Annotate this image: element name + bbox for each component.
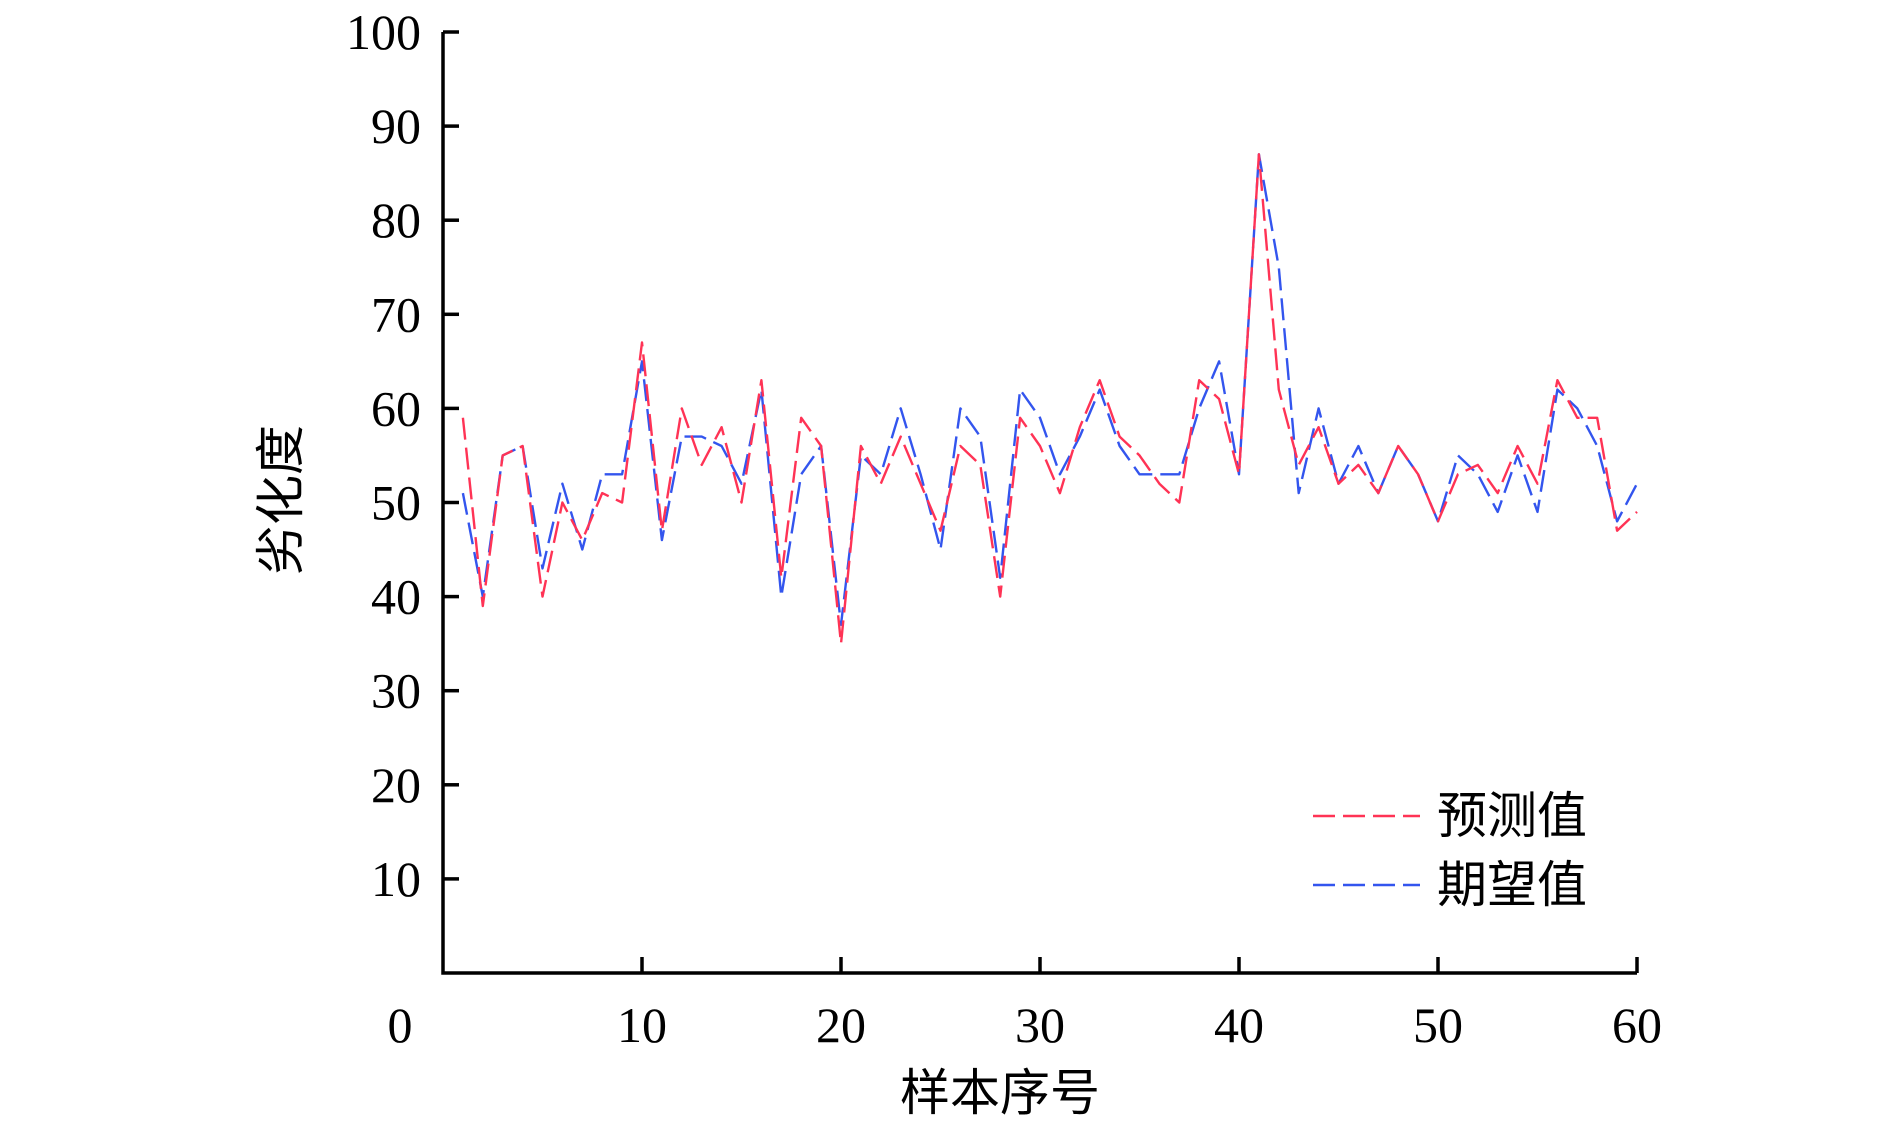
series-layer — [461, 153, 1639, 645]
x-tick-label: 50 — [1413, 997, 1463, 1053]
y-tick-label: 30 — [371, 663, 421, 719]
y-tick-label: 50 — [371, 475, 421, 531]
legend-label-predicted: 预测值 — [1437, 787, 1587, 845]
legend: 预测值 期望值 — [1313, 787, 1587, 914]
y-tick-label: 90 — [371, 98, 421, 154]
x-tick-label: 60 — [1612, 997, 1662, 1053]
x-tick-label: 40 — [1214, 997, 1264, 1053]
y-tick-label: 40 — [371, 569, 421, 625]
x-tick-label: 0 — [388, 997, 413, 1053]
series-line-expected — [461, 153, 1639, 626]
y-tick-label: 80 — [371, 192, 421, 248]
x-axis-title: 样本序号 — [900, 1064, 1100, 1122]
y-tick-label: 60 — [371, 380, 421, 436]
y-axis-title: 劣化度 — [252, 425, 310, 575]
series-line-predicted — [461, 153, 1638, 645]
x-tick-label: 30 — [1015, 997, 1065, 1053]
x-tick-label: 10 — [617, 997, 667, 1053]
y-tick-label: 10 — [371, 851, 421, 907]
legend-label-expected: 期望值 — [1437, 856, 1587, 914]
y-tick-label: 20 — [371, 757, 421, 813]
x-tick-label: 20 — [816, 997, 866, 1053]
y-tick-label: 70 — [371, 286, 421, 342]
axes-layer: 10 20 30 40 50 60 70 80 90 100 0 10 20 30 40 50 60 — [346, 4, 1662, 1053]
y-tick-label: 100 — [346, 4, 421, 60]
